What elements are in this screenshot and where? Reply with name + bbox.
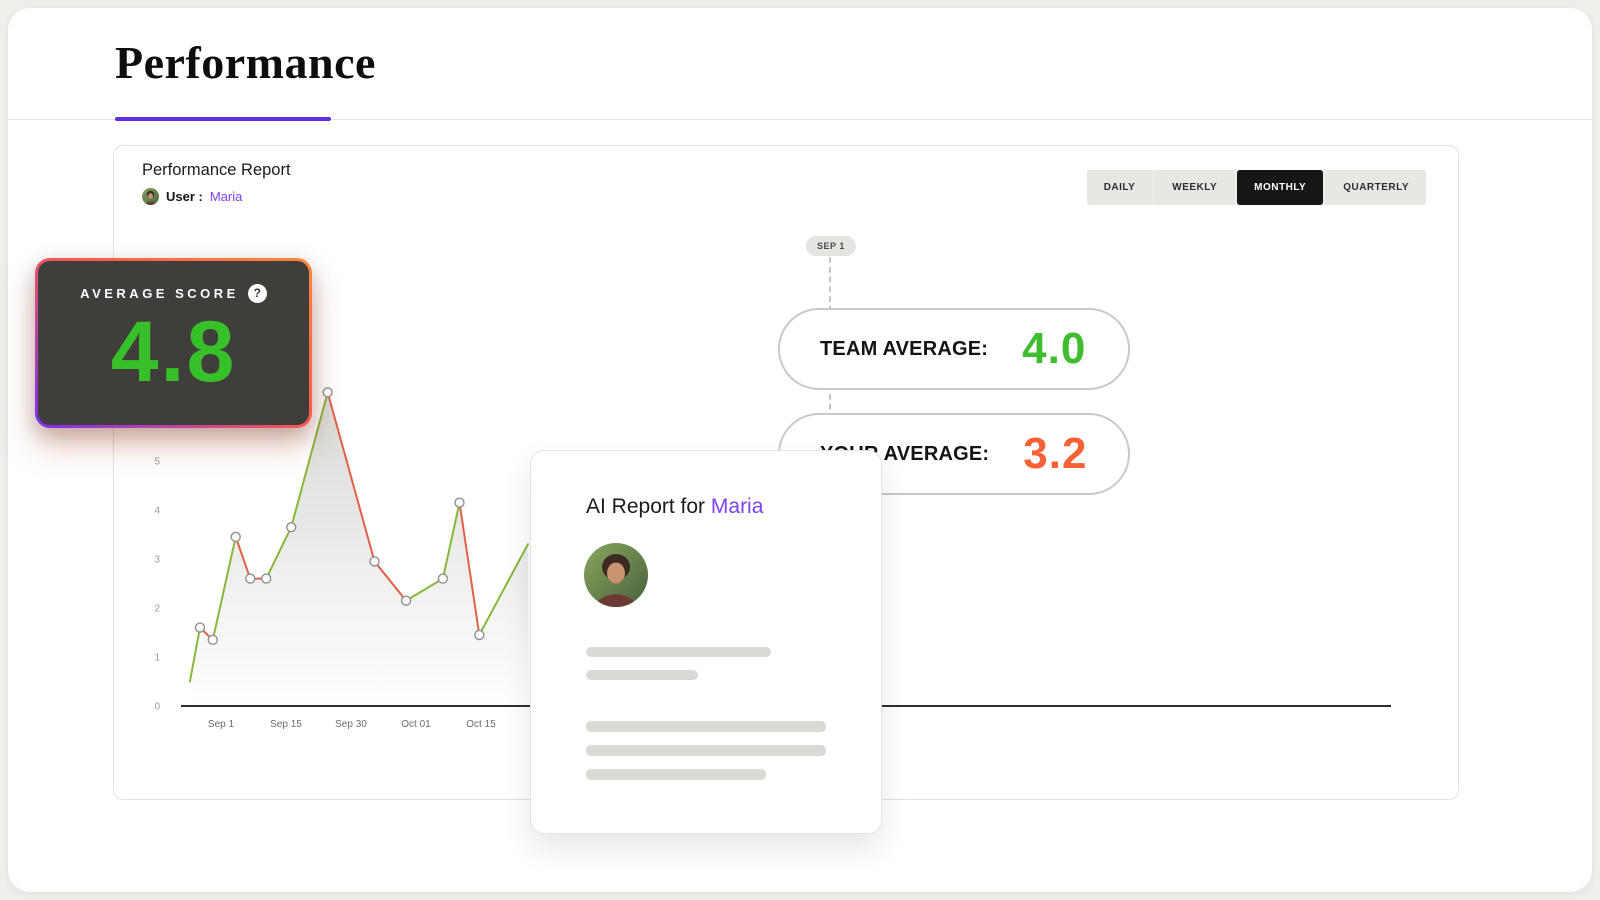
skeleton-line [586,670,698,680]
svg-text:Sep 30: Sep 30 [335,719,367,730]
svg-text:1: 1 [154,653,160,664]
svg-text:Sep 1: Sep 1 [208,719,235,730]
user-name[interactable]: Maria [209,189,243,204]
team-average-value: 4.0 [1022,324,1087,373]
svg-text:Oct 15: Oct 15 [466,719,496,730]
report-user-row: User : Maria [142,188,242,205]
average-score-tooltip: AVERAGE SCORE ? 4.8 [35,258,312,428]
svg-text:Sep 15: Sep 15 [270,719,302,730]
skeleton-line [586,745,826,756]
skeleton-line [586,721,826,732]
tab-quarterly[interactable]: QUARTERLY [1326,170,1426,205]
tab-weekly[interactable]: WEEKLY [1155,170,1235,205]
user-label: User : [166,189,203,204]
tab-daily[interactable]: DAILY [1086,170,1153,205]
page-title: Performance [115,37,376,88]
ai-report-title: AI Report for Maria [586,495,763,519]
ai-report-user-name: Maria [710,495,764,518]
svg-text:2: 2 [154,604,160,615]
your-average-value: 3.2 [1023,429,1088,478]
svg-text:Oct 01: Oct 01 [401,719,431,730]
report-title: Performance Report [142,161,291,179]
svg-text:0: 0 [154,702,160,713]
date-marker-pill: SEP 1 [806,236,856,256]
average-score-tooltip-body: AVERAGE SCORE ? 4.8 [38,261,309,425]
skeleton-line [586,769,766,780]
ai-report-avatar [584,543,648,607]
team-average-label: TEAM AVERAGE: [820,337,989,360]
svg-text:5: 5 [154,457,160,468]
ai-report-card: AI Report for Maria [530,450,882,834]
average-score-label: AVERAGE SCORE [80,286,239,301]
tab-monthly[interactable]: MONTHLY [1237,170,1324,205]
range-tabs: DAILY WEEKLY MONTHLY QUARTERLY [1086,170,1426,205]
header-divider [8,119,1592,120]
svg-text:3: 3 [154,555,160,566]
skeleton-line [586,647,771,657]
svg-text:4: 4 [154,506,160,517]
average-score-value: 4.8 [110,304,237,400]
ai-report-title-prefix: AI Report for [586,495,711,518]
team-average-pill: TEAM AVERAGE: 4.0 [778,308,1130,390]
help-icon[interactable]: ? [247,284,267,303]
active-tab-underline [115,117,331,121]
user-avatar-icon [142,188,159,205]
